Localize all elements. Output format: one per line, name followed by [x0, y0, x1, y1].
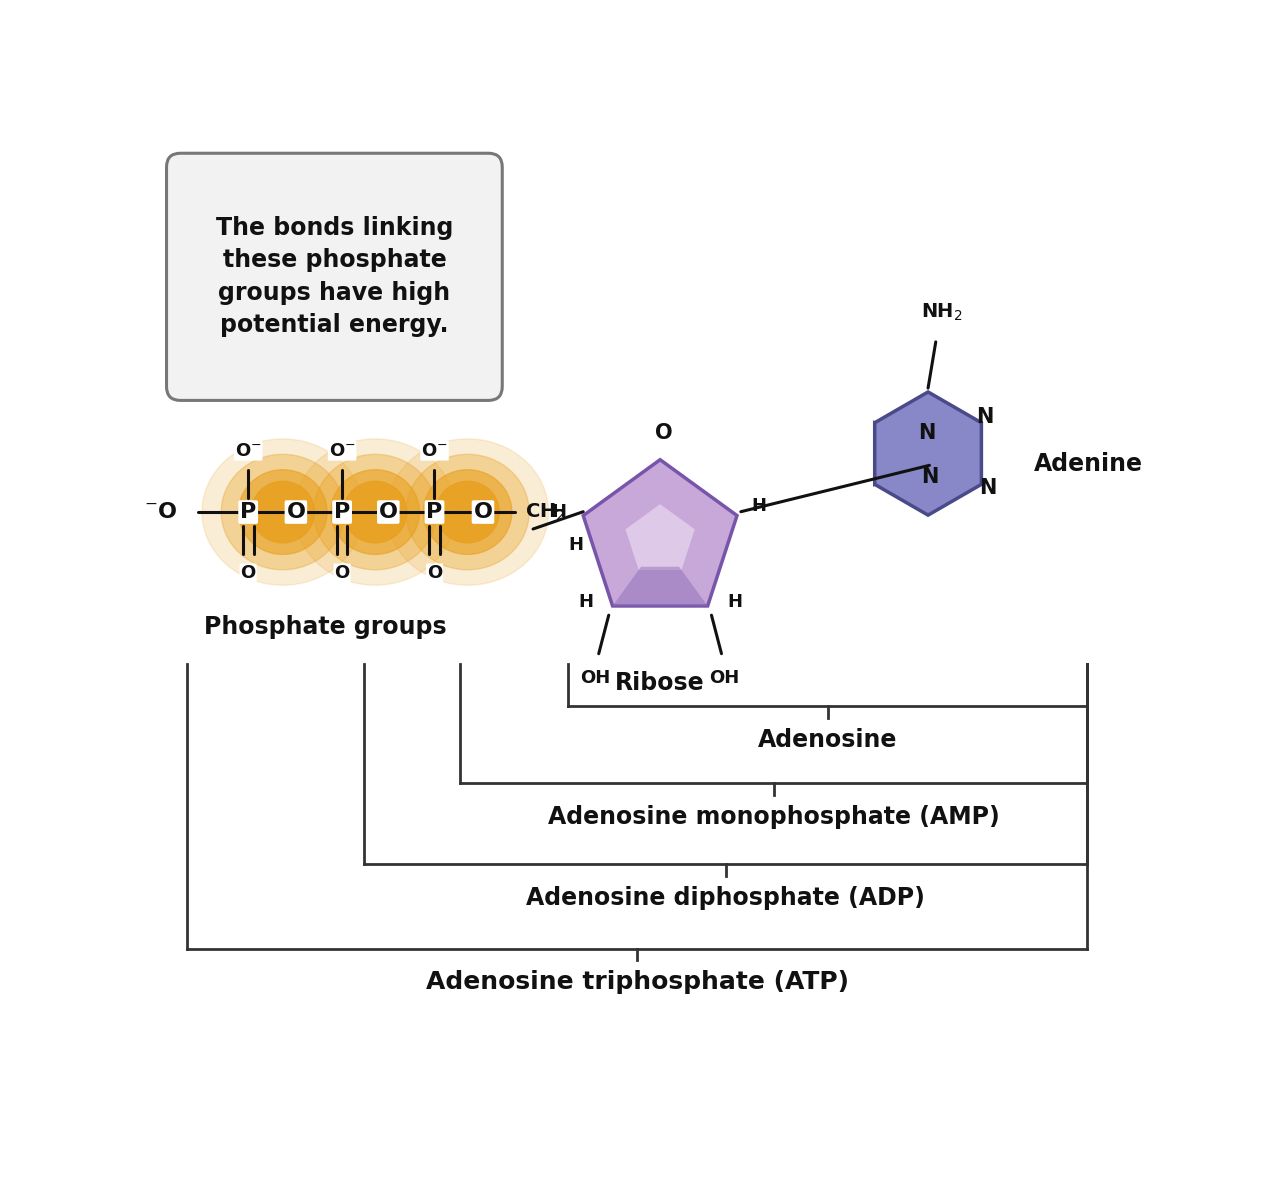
Ellipse shape — [295, 439, 456, 586]
Ellipse shape — [423, 469, 512, 554]
Polygon shape — [583, 460, 737, 606]
Polygon shape — [874, 422, 933, 485]
Text: Adenine: Adenine — [1033, 451, 1142, 475]
Text: O$^{-}$: O$^{-}$ — [235, 442, 262, 460]
Text: H: H — [751, 497, 767, 515]
Text: H: H — [578, 593, 594, 611]
Text: O: O — [427, 564, 442, 582]
Ellipse shape — [238, 469, 327, 554]
Ellipse shape — [344, 481, 406, 542]
Text: N: N — [920, 467, 938, 487]
Text: The bonds linking
these phosphate
groups have high
potential energy.: The bonds linking these phosphate groups… — [215, 216, 453, 337]
Text: H: H — [568, 536, 583, 554]
Ellipse shape — [436, 481, 499, 542]
Text: O: O — [378, 502, 397, 522]
Text: N: N — [918, 422, 936, 443]
Ellipse shape — [203, 439, 364, 586]
Polygon shape — [626, 504, 695, 570]
Text: NH$_2$: NH$_2$ — [922, 301, 963, 323]
Text: $^{-}$O: $^{-}$O — [145, 502, 178, 522]
Ellipse shape — [387, 439, 549, 586]
Text: Adenosine diphosphate (ADP): Adenosine diphosphate (ADP) — [526, 886, 926, 910]
Ellipse shape — [331, 469, 419, 554]
FancyBboxPatch shape — [167, 154, 503, 401]
Text: OH: OH — [709, 670, 740, 688]
Text: H: H — [727, 593, 742, 611]
Ellipse shape — [222, 455, 345, 570]
Text: CH$_2$: CH$_2$ — [526, 502, 565, 523]
Text: OH: OH — [581, 670, 610, 688]
Text: O$^{-}$: O$^{-}$ — [420, 442, 447, 460]
Text: Ribose: Ribose — [615, 672, 705, 696]
Ellipse shape — [406, 455, 529, 570]
Text: P: P — [240, 502, 256, 522]
Text: O: O — [473, 502, 492, 522]
Text: P: P — [427, 502, 442, 522]
Text: Phosphate groups: Phosphate groups — [204, 616, 446, 640]
Text: N: N — [979, 478, 996, 498]
Text: O: O — [241, 564, 256, 582]
Text: N: N — [977, 407, 994, 426]
Text: O: O — [655, 422, 673, 443]
Ellipse shape — [314, 455, 437, 570]
Text: O$^{-}$: O$^{-}$ — [328, 442, 355, 460]
Text: P: P — [335, 502, 350, 522]
Polygon shape — [874, 392, 982, 515]
Text: Adenosine triphosphate (ATP): Adenosine triphosphate (ATP) — [426, 971, 849, 995]
Text: Adenosine monophosphate (AMP): Adenosine monophosphate (AMP) — [547, 805, 1000, 829]
Polygon shape — [613, 566, 708, 606]
Text: H: H — [551, 503, 567, 521]
Text: O: O — [286, 502, 305, 522]
Ellipse shape — [251, 481, 314, 542]
Text: Adenosine: Adenosine — [758, 727, 897, 751]
Text: O: O — [335, 564, 350, 582]
